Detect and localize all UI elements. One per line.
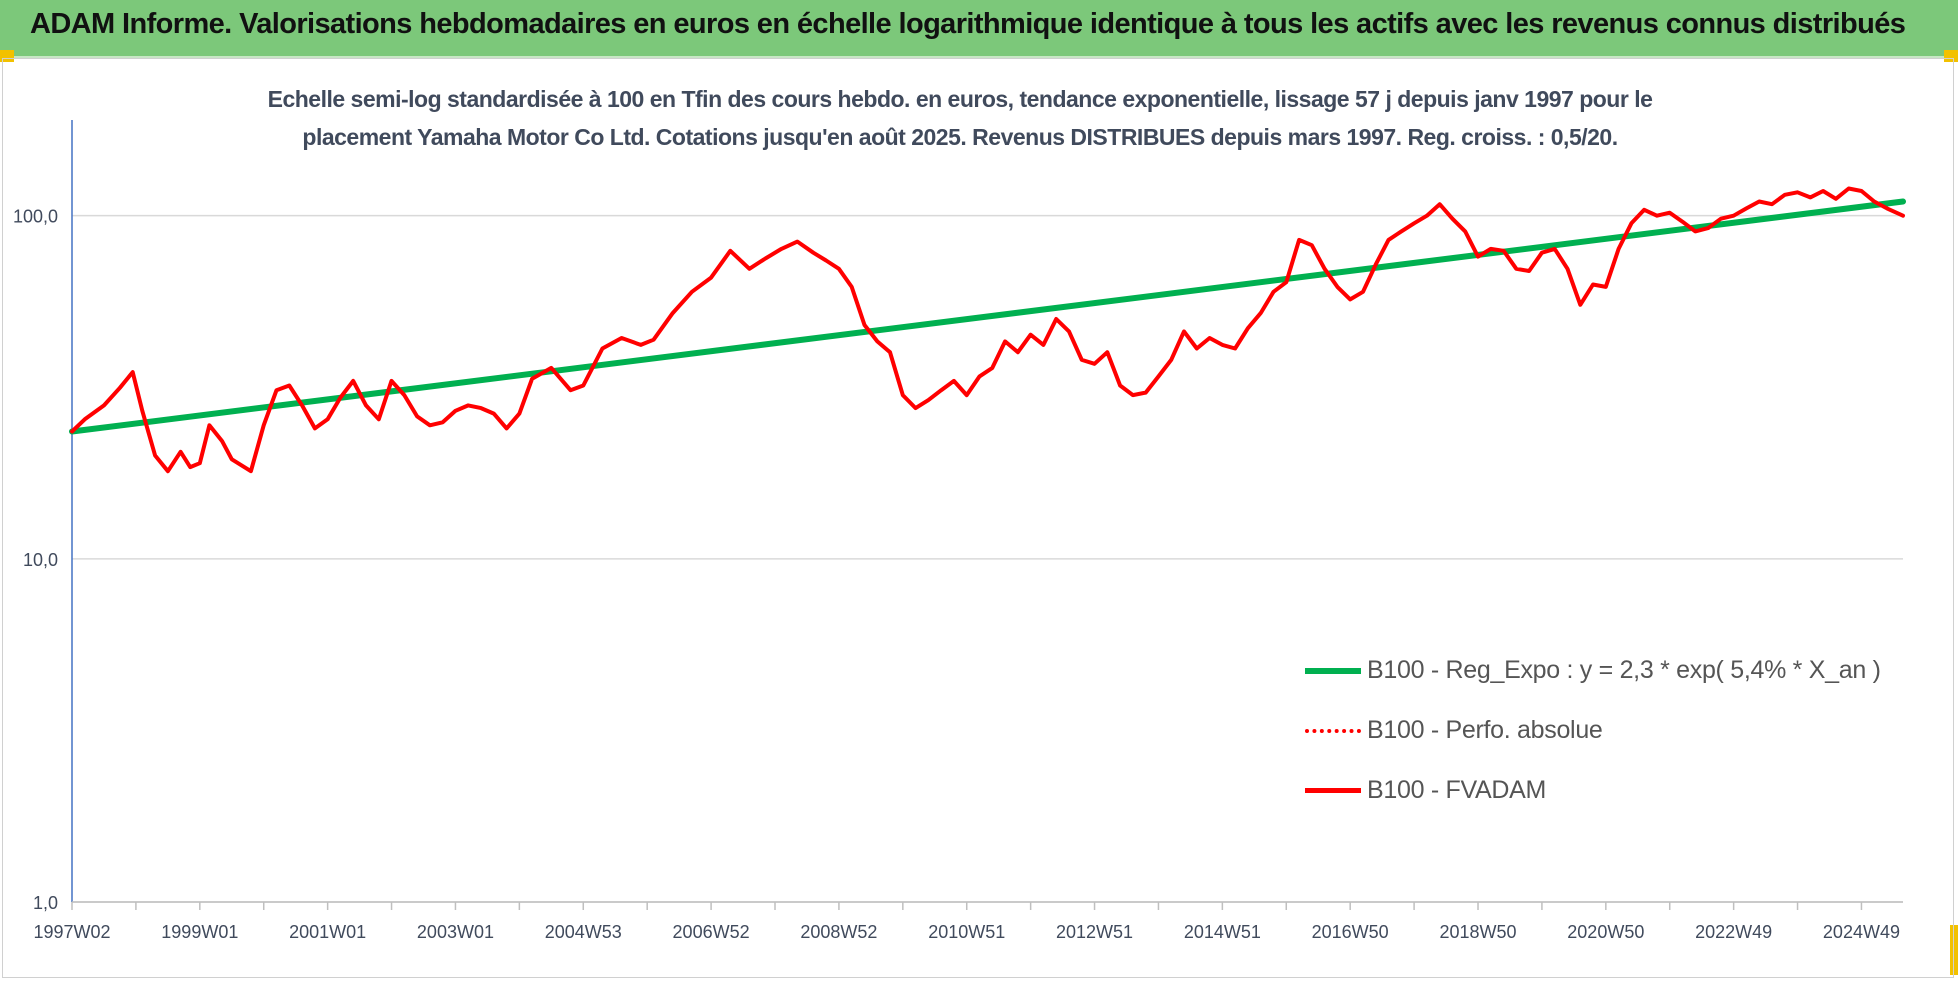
y-tick-label: 1,0	[33, 893, 58, 913]
x-tick-label: 2024W49	[1823, 922, 1900, 942]
report-banner: ADAM Informe. Valorisations hebdomadaire…	[0, 0, 1958, 58]
x-tick-label: 2014W51	[1184, 922, 1261, 942]
legend-label-fvadam: B100 - FVADAM	[1367, 776, 1547, 804]
x-tick-label: 2008W52	[800, 922, 877, 942]
corner-marker-bottom-right	[1950, 925, 1958, 975]
y-tick-label: 10,0	[23, 550, 58, 570]
chart-subtitle-line-1: Echelle semi-log standardisée à 100 en T…	[267, 86, 1653, 112]
x-tick-label: 2016W50	[1312, 922, 1389, 942]
report-title: ADAM Informe. Valorisations hebdomadaire…	[30, 8, 1906, 40]
regression-trend-line	[69, 198, 1906, 435]
legend-swatch-perfo-absolue	[1305, 729, 1361, 733]
legend-swatch-regression	[1305, 668, 1361, 674]
x-tick-label: 2001W01	[289, 922, 366, 942]
corner-marker-top-right	[1944, 50, 1958, 62]
x-tick-label: 2018W50	[1439, 922, 1516, 942]
x-tick-label: 2003W01	[417, 922, 494, 942]
x-tick-label: 2020W50	[1567, 922, 1644, 942]
chart-subtitle-line-2: placement Yamaha Motor Co Ltd. Cotations…	[302, 124, 1618, 150]
legend-label-regression: B100 - Reg_Expo : y = 2,3 * exp( 5,4% * …	[1367, 656, 1881, 684]
chart-frame	[2, 58, 1954, 978]
x-tick-label: 2022W49	[1695, 922, 1772, 942]
x-tick-label: 2010W51	[928, 922, 1005, 942]
x-tick-label: 2004W53	[545, 922, 622, 942]
x-tick-label: 2006W52	[673, 922, 750, 942]
fvadam-series-line	[70, 186, 1905, 474]
legend-label-perfo-absolue: B100 - Perfo. absolue	[1367, 716, 1603, 744]
x-tick-label: 2012W51	[1056, 922, 1133, 942]
x-tick-label: 1999W01	[161, 922, 238, 942]
y-tick-label: 100,0	[13, 207, 58, 227]
legend-swatch-fvadam	[1305, 788, 1361, 793]
corner-marker-top-left	[0, 50, 14, 62]
x-tick-label: 1997W02	[33, 922, 110, 942]
